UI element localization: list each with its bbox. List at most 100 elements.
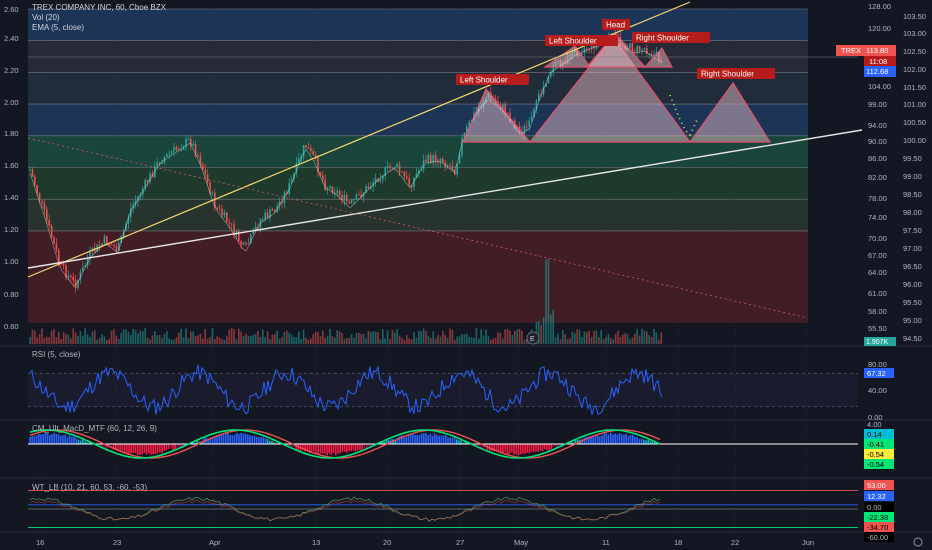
- candle-body: [233, 224, 235, 236]
- volume-bar: [338, 330, 341, 344]
- macd-pane: [28, 429, 858, 459]
- candle-body: [161, 162, 163, 164]
- candle-body: [329, 186, 331, 189]
- macd-histogram-bar: [453, 437, 456, 444]
- macd-histogram-bar: [154, 444, 157, 455]
- candle-body: [360, 194, 362, 198]
- macd-histogram-bar: [508, 444, 511, 454]
- wt-pane-label[interactable]: WT_LB (10, 21, 60, 53, -60, -53): [32, 483, 148, 492]
- candle-body: [437, 161, 439, 163]
- volume-bar: [295, 337, 298, 344]
- macd-histogram-bar: [79, 440, 82, 444]
- symbol-line[interactable]: TREX COMPANY INC, 60, Cboe BZX: [32, 3, 166, 12]
- time-axis-tick: 11: [602, 538, 610, 547]
- volume-bar: [446, 337, 449, 344]
- candle-body: [206, 174, 209, 183]
- volume-bar: [101, 334, 103, 344]
- candle-body: [115, 246, 118, 251]
- volume-bar: [206, 338, 209, 344]
- macd-histogram-bar: [304, 444, 306, 452]
- candle-body: [458, 154, 461, 164]
- volume-bar: [346, 338, 348, 344]
- candle-body: [48, 220, 50, 226]
- volume-bar: [463, 334, 466, 344]
- projection-path: [669, 94, 698, 137]
- volume-bar: [89, 336, 91, 344]
- candle-body: [502, 104, 504, 110]
- macd-histogram-bar: [504, 444, 506, 452]
- ema-legend[interactable]: EMA (5, close): [32, 23, 85, 32]
- candle-body: [288, 183, 290, 195]
- macd-value-box: [864, 429, 894, 439]
- volume-bar: [221, 338, 223, 344]
- volume-bar: [607, 333, 610, 344]
- candle-body: [466, 126, 468, 133]
- macd-histogram-bar: [616, 434, 619, 444]
- pattern-label-box: [602, 19, 630, 30]
- wt-value-box: [864, 512, 894, 522]
- macd-value-box: [864, 459, 894, 469]
- candle-body: [214, 192, 216, 208]
- candle-body: [434, 155, 437, 162]
- volume-bar: [264, 337, 266, 344]
- pattern-label-box: [697, 68, 775, 79]
- macd-histogram-bar: [442, 435, 445, 444]
- macd-histogram-bar: [537, 444, 539, 452]
- macd-histogram-bar: [350, 444, 352, 452]
- volume-bar: [374, 331, 377, 344]
- volume-bar: [115, 335, 118, 344]
- volume-bar: [382, 328, 384, 344]
- volume-bar: [523, 339, 526, 344]
- macd-axis-tick: -0.41: [867, 440, 884, 449]
- candle-body: [41, 200, 43, 203]
- macd-histogram-bar: [57, 434, 60, 444]
- macd-histogram-bar: [357, 444, 359, 451]
- candle-body: [634, 52, 636, 54]
- candle-body: [468, 121, 470, 127]
- macd-histogram-bar: [396, 437, 399, 444]
- time-axis-tick: 20: [383, 538, 391, 547]
- macd-histogram-bar: [647, 439, 649, 444]
- macd-histogram-bar: [319, 444, 322, 454]
- macd-histogram-bar: [524, 444, 526, 454]
- macd-histogram-bar: [84, 441, 86, 444]
- candle-body: [247, 243, 250, 245]
- candle-body: [38, 193, 41, 201]
- volume-bar: [48, 337, 50, 344]
- pattern-label: Right Shoulder: [701, 70, 754, 79]
- macd-histogram-bar: [137, 444, 139, 455]
- macd-histogram-bar: [273, 442, 275, 444]
- volume-bar: [362, 333, 365, 344]
- candle-body: [226, 212, 228, 222]
- candle-body: [130, 208, 132, 217]
- time-axis-tick: Apr: [209, 538, 221, 547]
- candle-body: [307, 148, 310, 150]
- right-axis2-tick: 102.00: [903, 65, 926, 74]
- candle-body: [240, 240, 242, 245]
- candle-body: [242, 242, 245, 245]
- candle-body: [586, 48, 588, 50]
- macd-histogram-bar: [480, 444, 482, 449]
- right-axis2-tick: 95.00: [903, 316, 922, 325]
- right-axis2-tick: 94.50: [903, 334, 922, 343]
- volume-bar: [228, 329, 230, 344]
- volume-bar: [118, 339, 120, 344]
- candle-body: [650, 53, 653, 56]
- volume-legend[interactable]: Vol (20): [32, 13, 60, 22]
- volume-bar: [170, 339, 173, 344]
- rsi-pane-label[interactable]: RSI (5, close): [32, 350, 81, 359]
- volume-bar: [278, 338, 281, 344]
- macd-histogram-bar: [134, 444, 137, 454]
- volume-bar: [478, 338, 480, 344]
- volume-bar: [434, 338, 437, 344]
- macd-pane-label[interactable]: CM_Ult_MacD_MTF (60, 12, 26, 9): [32, 424, 157, 433]
- candle-body: [62, 262, 65, 266]
- fib-zone: [28, 40, 808, 73]
- candle-body: [624, 44, 626, 50]
- candle-body: [338, 190, 341, 196]
- macd-histogram-bar: [216, 436, 218, 444]
- candle-body: [72, 277, 74, 281]
- right-axis1-tick: 99.00: [868, 100, 887, 109]
- macd-histogram-bar: [638, 438, 641, 444]
